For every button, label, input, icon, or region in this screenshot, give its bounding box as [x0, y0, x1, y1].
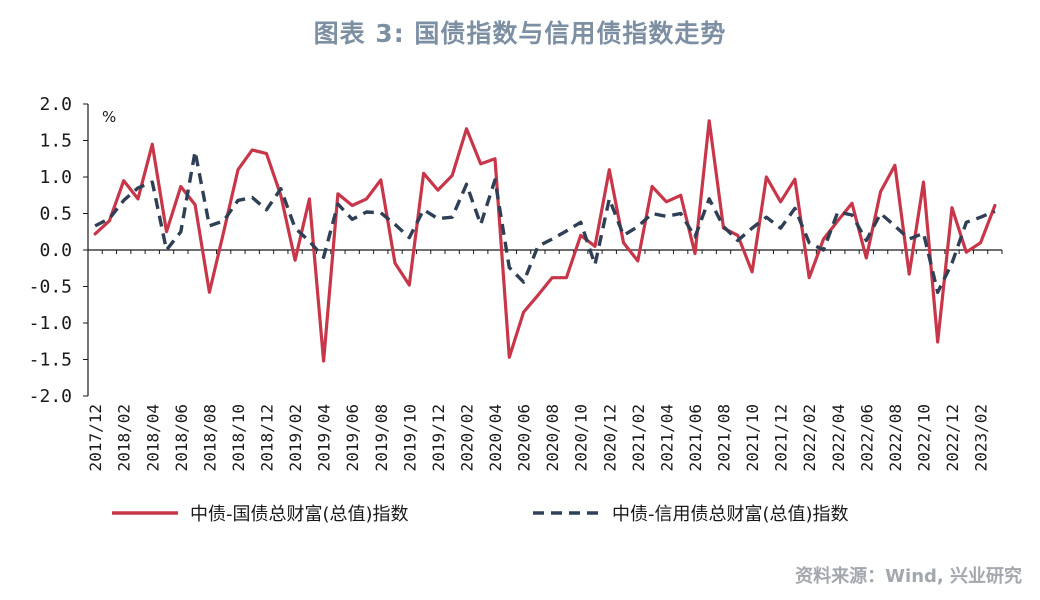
x-tick-label: 2018/12: [258, 404, 277, 471]
x-tick-label: 2020/10: [572, 404, 591, 471]
y-tick-label: -0.5: [29, 277, 72, 298]
x-tick-label: 2019/12: [429, 404, 448, 471]
x-tick-label: 2021/02: [629, 404, 648, 471]
x-tick-label: 2021/08: [715, 404, 734, 471]
y-tick-label: -1.5: [29, 350, 72, 371]
x-tick-label: 2018/08: [200, 404, 219, 471]
x-tick-label: 2022/10: [914, 404, 933, 471]
x-tick-label: 2020/08: [543, 404, 562, 471]
y-tick-label: 1.0: [39, 167, 72, 188]
x-axis-ticks: 2017/12 2018/02 2018/04 2018/06 2018/08 2018/…: [86, 250, 1003, 471]
x-tick-label: 2020/02: [457, 404, 476, 471]
y-tick-label: -1.0: [29, 313, 72, 334]
x-tick-label: 2020/06: [515, 404, 534, 471]
series-line-credit: [94, 149, 996, 294]
x-tick-label: 2022/06: [857, 404, 876, 471]
x-tick-label: 2023/02: [972, 404, 991, 471]
x-tick-label: 2021/12: [772, 404, 791, 471]
y-tick-label: 1.5: [39, 131, 72, 152]
x-tick-label: 2019/02: [286, 404, 305, 471]
y-tick-label: 2.0: [39, 94, 72, 115]
y-axis-unit: %: [102, 108, 116, 126]
y-tick-label: -2.0: [29, 386, 72, 407]
x-tick-label: 2021/10: [743, 404, 762, 471]
y-tick-label: 0.5: [39, 204, 72, 225]
x-tick-label: 2019/04: [315, 404, 334, 471]
x-tick-label: 2019/08: [372, 404, 391, 471]
y-tick-label: 0.0: [39, 240, 72, 261]
chart-lines: [93, 119, 997, 363]
chart-title: 图表 3: 国债指数与信用债指数走势: [313, 19, 727, 48]
x-tick-label: 2021/04: [657, 404, 676, 471]
legend-label-treasury: 中债-国债总财富(总值)指数: [190, 504, 409, 525]
x-tick-label: 2022/12: [943, 404, 962, 471]
x-tick-label: 2019/10: [400, 404, 419, 471]
chart-legend: 中债-国债总财富(总值)指数 中债-信用债总财富(总值)指数: [112, 504, 849, 525]
y-axis-ticks: 2.0 1.5 1.0 0.5 0.0 -0.5 -1.0 -1.5 -2.0: [29, 94, 88, 407]
x-tick-label: 2020/04: [486, 404, 505, 471]
x-tick-label: 2022/08: [886, 404, 905, 471]
x-tick-label: 2017/12: [86, 404, 105, 471]
x-tick-label: 2018/02: [115, 404, 134, 471]
x-tick-label: 2018/06: [172, 404, 191, 471]
x-tick-label: 2021/06: [686, 404, 705, 471]
x-tick-label: 2022/02: [800, 404, 819, 471]
legend-label-credit: 中债-信用债总财富(总值)指数: [612, 504, 849, 525]
x-tick-label: 2018/04: [143, 404, 162, 471]
x-tick-label: 2022/04: [829, 404, 848, 471]
x-tick-label: 2019/06: [343, 404, 362, 471]
x-tick-label: 2020/12: [600, 404, 619, 471]
x-tick-label: 2018/10: [229, 404, 248, 471]
source-note: 资料来源：Wind, 兴业研究: [795, 566, 1022, 587]
